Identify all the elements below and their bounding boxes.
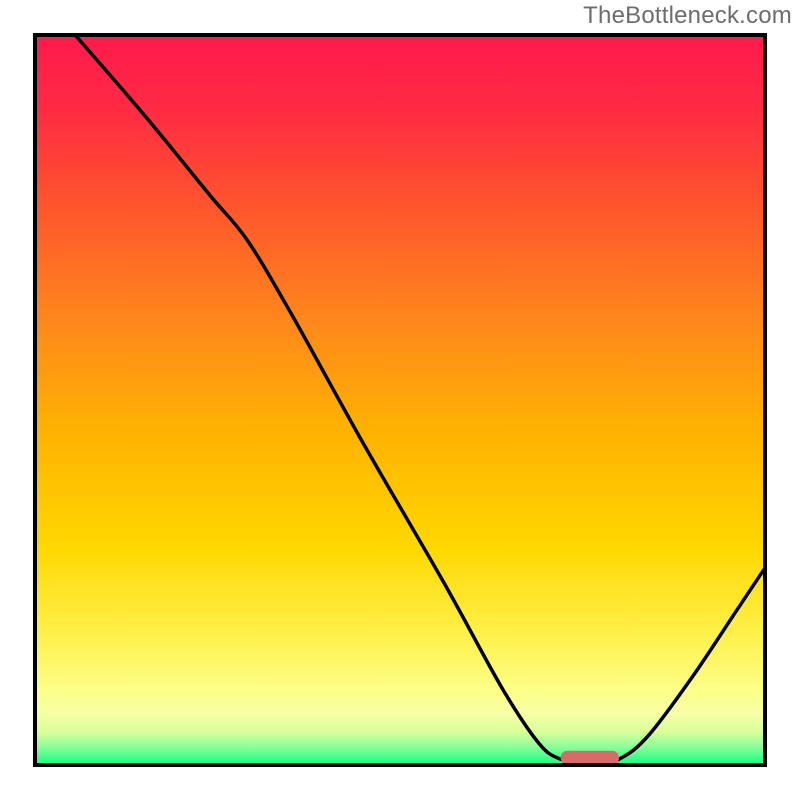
gradient-background	[35, 35, 765, 765]
bottleneck-chart: TheBottleneck.com	[0, 0, 800, 800]
watermark-text: TheBottleneck.com	[583, 2, 792, 30]
chart-svg	[0, 0, 800, 800]
optimum-marker	[561, 751, 619, 765]
